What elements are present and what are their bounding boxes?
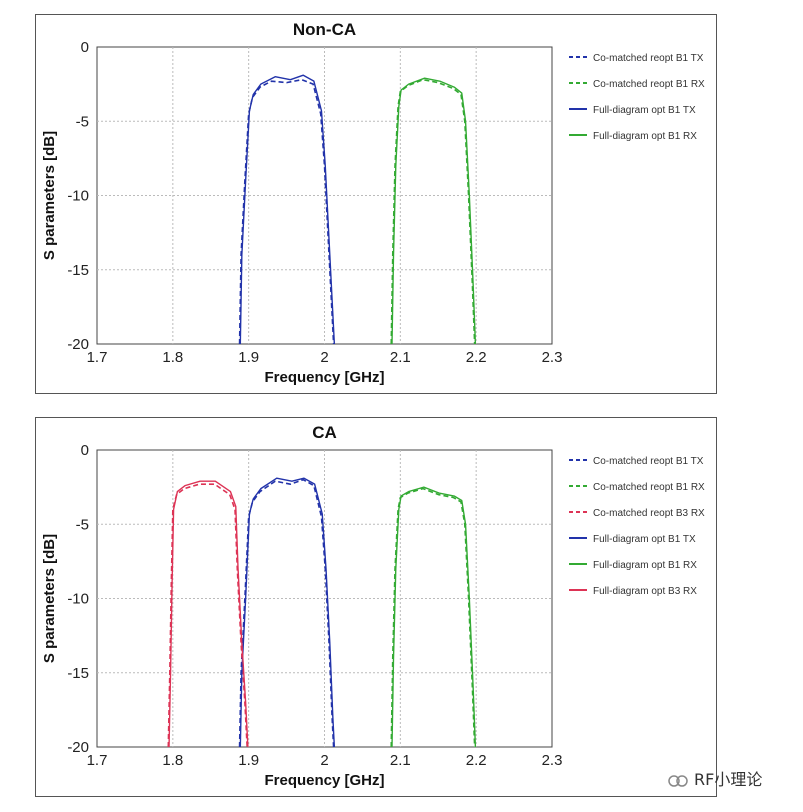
x-tick-label: 2.3: [542, 752, 563, 769]
legend-label: Co-matched reopt B3 RX: [593, 508, 705, 519]
chart-title: CA: [312, 423, 337, 442]
x-tick-label: 1.9: [238, 752, 259, 769]
x-tick-label: 1.8: [162, 349, 183, 366]
y-axis-label: S parameters [dB]: [41, 534, 58, 663]
x-tick-label: 2.2: [466, 752, 487, 769]
y-tick-label: -10: [67, 188, 89, 205]
series-line: [390, 487, 476, 748]
x-tick-label: 2.1: [390, 752, 411, 769]
legend-label: Full-diagram opt B1 RX: [593, 131, 697, 142]
legend-label: Co-matched reopt B1 RX: [593, 79, 705, 90]
x-tick-label: 2.3: [542, 349, 563, 366]
x-tick-label: 1.7: [87, 349, 108, 366]
legend-label: Full-diagram opt B3 RX: [593, 586, 697, 597]
x-tick-label: 2: [320, 349, 328, 366]
series-line: [239, 74, 336, 345]
y-tick-label: -20: [67, 336, 89, 353]
legend-label: Co-matched reopt B1 TX: [593, 53, 704, 64]
y-axis-label: S parameters [dB]: [41, 131, 58, 260]
series-line: [238, 78, 335, 345]
series-line: [168, 480, 249, 748]
x-tick-label: 1.9: [238, 349, 259, 366]
x-axis-label: Frequency [GHz]: [264, 772, 384, 789]
legend-label: Full-diagram opt B1 TX: [593, 534, 696, 545]
x-tick-label: 1.8: [162, 752, 183, 769]
series-line: [167, 483, 248, 748]
x-tick-label: 1.7: [87, 752, 108, 769]
y-tick-label: -5: [76, 516, 89, 533]
y-tick-label: -10: [67, 591, 89, 608]
chart-panel-ca: 1.7 1.8 1.9 2 2.1 2.2 2.3 0 -5 -10 -15 -20 CA Frequen…: [35, 417, 717, 797]
y-tick-label: 0: [81, 39, 89, 56]
series-line: [391, 77, 477, 345]
y-tick-label: -15: [67, 262, 89, 279]
series-line: [239, 477, 336, 748]
y-tick-label: -5: [76, 113, 89, 130]
legend-label: Full-diagram opt B1 RX: [593, 560, 697, 571]
series-line: [391, 486, 477, 748]
legend-label: Co-matched reopt B1 RX: [593, 482, 705, 493]
x-axis-label: Frequency [GHz]: [264, 369, 384, 386]
legend-label: Full-diagram opt B1 TX: [593, 105, 696, 116]
y-tick-label: -20: [67, 739, 89, 756]
y-tick-label: -15: [67, 665, 89, 682]
wechat-icon: [668, 774, 688, 787]
x-tick-label: 2.1: [390, 349, 411, 366]
chart-panel-non-ca: 1.7 1.8 1.9 2 2.1 2.2 2.3 0 -5 -10 -15 -20 Non-CA Fre…: [35, 14, 717, 394]
x-tick-label: 2: [320, 752, 328, 769]
chart-ca: 1.7 1.8 1.9 2 2.1 2.2 2.3 0 -5 -10 -15 -20 CA Frequen…: [41, 423, 705, 789]
legend-label: Co-matched reopt B1 TX: [593, 456, 704, 467]
x-tick-label: 2.2: [466, 349, 487, 366]
chart-title: Non-CA: [293, 20, 356, 39]
series-line: [238, 478, 335, 748]
series-line: [390, 78, 476, 345]
y-tick-label: 0: [81, 442, 89, 459]
watermark: RF小理论: [668, 766, 762, 790]
watermark-text: RF小理论: [694, 770, 763, 789]
chart-non-ca: 1.7 1.8 1.9 2 2.1 2.2 2.3 0 -5 -10 -15 -20 Non-CA Fre…: [41, 20, 705, 386]
